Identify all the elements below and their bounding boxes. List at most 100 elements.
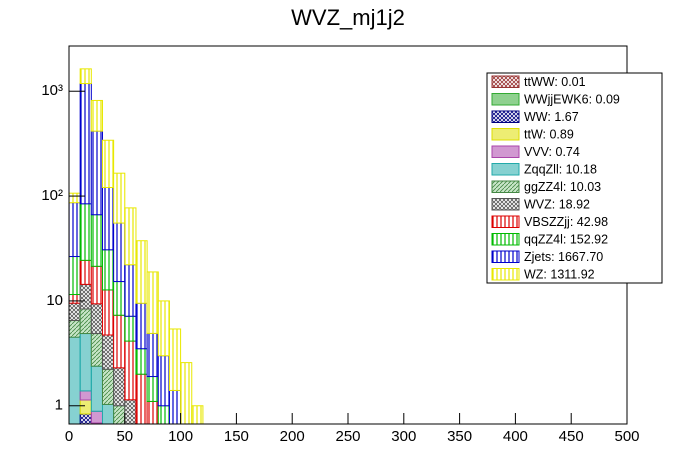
histogram-bar <box>90 99 103 132</box>
legend-label: qqZZ4l: 152.92 <box>524 233 608 247</box>
x-tick-label: 100 <box>168 428 193 445</box>
histogram-bar <box>168 328 182 391</box>
y-tick-label: 10³ <box>41 82 63 99</box>
histogram-bar <box>68 319 81 338</box>
legend-swatch <box>491 180 520 193</box>
x-tick-label: 450 <box>559 428 584 445</box>
legend-swatch <box>491 163 520 176</box>
legend-label: WW: 1.67 <box>524 110 579 124</box>
chart-title: WVZ_mj1j2 <box>291 5 405 30</box>
histogram-bar <box>180 362 193 425</box>
x-tick-label: 500 <box>614 428 639 445</box>
x-tick-label: 400 <box>503 428 528 445</box>
histogram-bar <box>124 399 137 425</box>
histogram-bar <box>79 413 92 425</box>
legend-label: WZ: 1311.92 <box>524 268 595 282</box>
histogram-bar <box>101 368 115 405</box>
histogram-bar <box>79 399 92 415</box>
histogram-bar <box>157 405 170 425</box>
histogram-bar <box>113 172 126 224</box>
histogram-bar <box>90 265 103 305</box>
histogram-bar <box>68 202 81 258</box>
legend-label: Zjets: 1667.70 <box>524 250 603 264</box>
legend-label: VVV: 0.74 <box>524 145 580 159</box>
x-tick-label: 200 <box>280 428 305 445</box>
histogram-bar <box>191 405 204 425</box>
histogram-bar <box>113 222 126 283</box>
histogram-bar <box>135 240 148 304</box>
y-tick-label: 1 <box>55 397 63 414</box>
histogram-bar <box>79 308 92 335</box>
histogram-bar <box>90 303 103 335</box>
legend-swatch <box>491 145 520 158</box>
histogram-bar <box>79 203 92 261</box>
histogram-bar <box>90 214 103 267</box>
legend-box <box>486 72 663 284</box>
histogram-bar <box>90 410 103 424</box>
histogram-bar <box>157 300 170 357</box>
histogram-bar <box>124 264 137 317</box>
legend-label: WWjjEWK6: 0.09 <box>524 93 620 107</box>
legend-swatch <box>491 233 520 246</box>
legend-label: ggZZ4l: 10.03 <box>524 180 601 194</box>
histogram-bar <box>101 289 115 336</box>
x-tick-label: 150 <box>224 428 249 445</box>
legend-swatch <box>491 93 520 106</box>
legend-swatch <box>491 198 520 211</box>
legend-swatch <box>491 268 520 281</box>
histogram-bar <box>101 139 115 188</box>
histogram-bar <box>68 294 81 304</box>
histogram-bar <box>68 302 81 321</box>
histogram-bar <box>79 333 92 392</box>
histogram-bar <box>101 403 115 425</box>
histogram-bar <box>146 271 159 334</box>
x-tick-label: 0 <box>65 428 73 445</box>
legend-label: ttWW: 0.01 <box>524 75 586 89</box>
x-tick-label: 350 <box>447 428 472 445</box>
y-tick-label: 10 <box>46 292 63 309</box>
histogram-bar <box>101 249 115 291</box>
histogram-bar <box>90 365 103 412</box>
legend-swatch <box>491 250 520 263</box>
histogram-bar <box>79 390 92 401</box>
histogram-bar <box>90 130 103 216</box>
histogram-bar <box>168 389 182 425</box>
histogram-bar <box>135 348 148 375</box>
histogram-bar <box>68 192 81 204</box>
histogram-bar <box>124 315 137 342</box>
histogram-bar <box>146 400 159 425</box>
histogram-bar <box>68 336 81 425</box>
x-tick-label: 300 <box>391 428 416 445</box>
histogram-bar <box>124 207 137 266</box>
y-tick-label: 10² <box>41 187 63 204</box>
histogram-bar <box>79 83 92 205</box>
legend-label: WVZ: 18.92 <box>524 198 590 212</box>
histogram-bar <box>79 259 92 285</box>
legend-swatch <box>491 128 520 141</box>
histogram-bar <box>146 376 159 402</box>
legend-swatch <box>491 75 520 88</box>
x-tick-label: 50 <box>116 428 133 445</box>
histogram-bar <box>113 367 126 407</box>
histogram-bar <box>79 283 92 310</box>
histogram-bar <box>101 334 115 370</box>
histogram-bar <box>113 314 126 369</box>
histogram-bar <box>135 373 148 425</box>
histogram-bar <box>157 355 170 407</box>
histogram-bar <box>113 281 126 316</box>
histogram-bar <box>79 68 92 85</box>
histogram-bar <box>146 332 159 378</box>
histogram-bar <box>113 405 126 425</box>
histogram-bar <box>90 333 103 367</box>
histogram-bar <box>135 302 148 350</box>
histogram-bar <box>68 256 81 296</box>
legend-swatch <box>491 215 520 228</box>
histogram-bar <box>101 186 115 251</box>
legend-label: VBSZZjj: 42.98 <box>524 215 608 229</box>
histogram-bar <box>124 340 137 401</box>
legend-swatch <box>491 110 520 123</box>
legend-label: ttW: 0.89 <box>524 128 574 142</box>
legend-label: ZqqZll: 10.18 <box>524 163 597 177</box>
x-tick-label: 250 <box>335 428 360 445</box>
